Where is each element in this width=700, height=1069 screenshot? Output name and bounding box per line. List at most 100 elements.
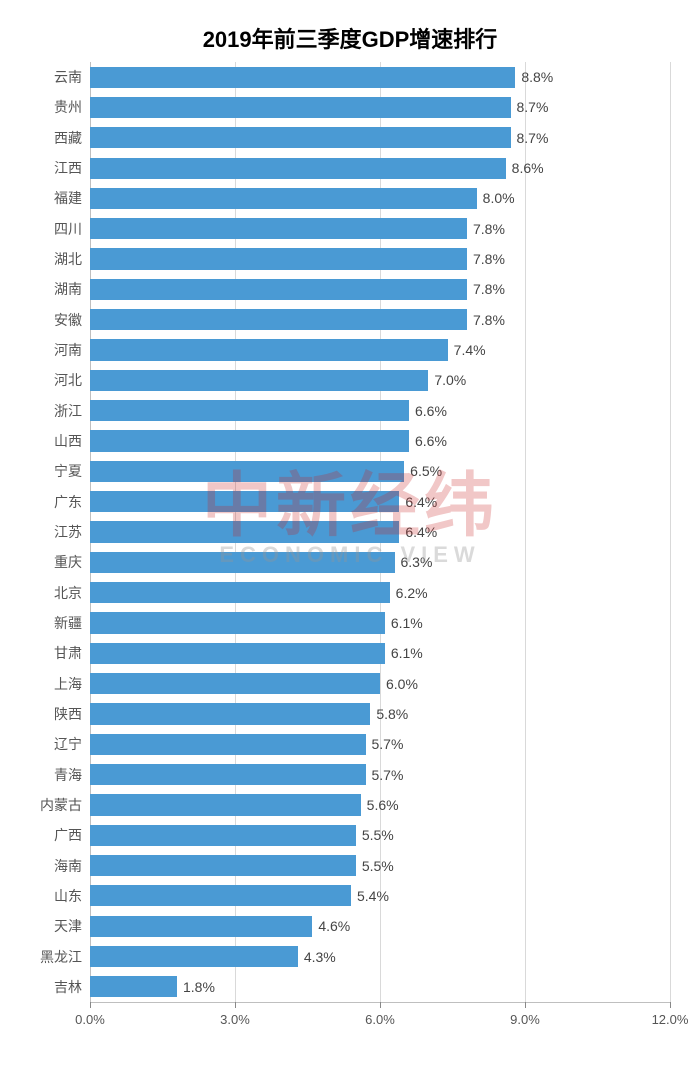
x-tick-label: 9.0% <box>510 1012 540 1027</box>
category-label: 云南 <box>54 67 90 88</box>
chart-title: 2019年前三季度GDP增速排行 <box>0 0 700 54</box>
category-label: 浙江 <box>54 400 90 421</box>
category-label: 湖南 <box>54 279 90 300</box>
bar <box>90 582 390 603</box>
bar-value-label: 8.7% <box>511 127 549 148</box>
bar-row: 江西8.6% <box>90 158 670 179</box>
category-label: 河北 <box>54 370 90 391</box>
category-label: 黑龙江 <box>40 946 90 967</box>
category-label: 天津 <box>54 916 90 937</box>
x-tick-label: 12.0% <box>652 1012 689 1027</box>
category-label: 福建 <box>54 188 90 209</box>
bar <box>90 552 395 573</box>
chart-page: 2019年前三季度GDP增速排行 云南8.8%贵州8.7%西藏8.7%江西8.6… <box>0 0 700 1069</box>
x-tick <box>90 1002 91 1008</box>
bar-row: 西藏8.7% <box>90 127 670 148</box>
bar-value-label: 5.7% <box>366 734 404 755</box>
x-tick-label: 3.0% <box>220 1012 250 1027</box>
category-label: 江苏 <box>54 521 90 542</box>
category-label: 辽宁 <box>54 734 90 755</box>
bar <box>90 67 515 88</box>
bar-row: 上海6.0% <box>90 673 670 694</box>
bar-value-label: 6.1% <box>385 643 423 664</box>
bar-row: 云南8.8% <box>90 67 670 88</box>
category-label: 河南 <box>54 339 90 360</box>
bar-value-label: 6.4% <box>399 491 437 512</box>
bar-row: 河南7.4% <box>90 339 670 360</box>
category-label: 江西 <box>54 158 90 179</box>
bar <box>90 976 177 997</box>
bar-row: 安徽7.8% <box>90 309 670 330</box>
grid-line <box>670 62 671 1002</box>
bar-row: 四川7.8% <box>90 218 670 239</box>
bar-value-label: 5.4% <box>351 885 389 906</box>
bar-value-label: 6.0% <box>380 673 418 694</box>
category-label: 广西 <box>54 825 90 846</box>
bar <box>90 370 428 391</box>
bar-value-label: 8.7% <box>511 97 549 118</box>
category-label: 重庆 <box>54 552 90 573</box>
bar-row: 江苏6.4% <box>90 521 670 542</box>
bar-value-label: 7.8% <box>467 218 505 239</box>
category-label: 广东 <box>54 491 90 512</box>
bar <box>90 612 385 633</box>
bar <box>90 400 409 421</box>
bar-value-label: 6.6% <box>409 430 447 451</box>
bar-value-label: 5.5% <box>356 855 394 876</box>
bar-row: 广东6.4% <box>90 491 670 512</box>
x-tick-label: 6.0% <box>365 1012 395 1027</box>
bar-value-label: 6.5% <box>404 461 442 482</box>
category-label: 北京 <box>54 582 90 603</box>
bar-row: 广西5.5% <box>90 825 670 846</box>
bar <box>90 643 385 664</box>
bar-row: 宁夏6.5% <box>90 461 670 482</box>
plot-area: 云南8.8%贵州8.7%西藏8.7%江西8.6%福建8.0%四川7.8%湖北7.… <box>90 62 670 1002</box>
bar-row: 河北7.0% <box>90 370 670 391</box>
bar-value-label: 6.1% <box>385 612 423 633</box>
bar <box>90 430 409 451</box>
bar-value-label: 8.6% <box>506 158 544 179</box>
bar-value-label: 5.8% <box>370 703 408 724</box>
bar-value-label: 6.4% <box>399 521 437 542</box>
bar <box>90 794 361 815</box>
bar <box>90 885 351 906</box>
category-label: 山东 <box>54 885 90 906</box>
category-label: 湖北 <box>54 248 90 269</box>
bar <box>90 309 467 330</box>
bar-value-label: 4.6% <box>312 916 350 937</box>
bar-row: 湖北7.8% <box>90 248 670 269</box>
bar-row: 内蒙古5.6% <box>90 794 670 815</box>
bar-value-label: 5.5% <box>356 825 394 846</box>
bar-value-label: 7.4% <box>448 339 486 360</box>
bar <box>90 97 511 118</box>
bar-row: 重庆6.3% <box>90 552 670 573</box>
bar-value-label: 5.7% <box>366 764 404 785</box>
bar-row: 浙江6.6% <box>90 400 670 421</box>
category-label: 山西 <box>54 430 90 451</box>
category-label: 陕西 <box>54 703 90 724</box>
bar <box>90 188 477 209</box>
bar-row: 天津4.6% <box>90 916 670 937</box>
x-tick-label: 0.0% <box>75 1012 105 1027</box>
x-tick <box>380 1002 381 1008</box>
bar <box>90 916 312 937</box>
bar-value-label: 8.0% <box>477 188 515 209</box>
category-label: 甘肃 <box>54 643 90 664</box>
bar-value-label: 7.8% <box>467 309 505 330</box>
category-label: 宁夏 <box>54 461 90 482</box>
category-label: 内蒙古 <box>40 794 90 815</box>
category-label: 青海 <box>54 764 90 785</box>
bar-row: 山东5.4% <box>90 885 670 906</box>
bar-row: 山西6.6% <box>90 430 670 451</box>
bar-value-label: 7.0% <box>428 370 466 391</box>
bar-value-label: 6.2% <box>390 582 428 603</box>
bar <box>90 127 511 148</box>
bar <box>90 491 399 512</box>
bar <box>90 946 298 967</box>
bar <box>90 673 380 694</box>
bar <box>90 339 448 360</box>
category-label: 贵州 <box>54 97 90 118</box>
bar-row: 海南5.5% <box>90 855 670 876</box>
bar-value-label: 7.8% <box>467 279 505 300</box>
bar <box>90 764 366 785</box>
